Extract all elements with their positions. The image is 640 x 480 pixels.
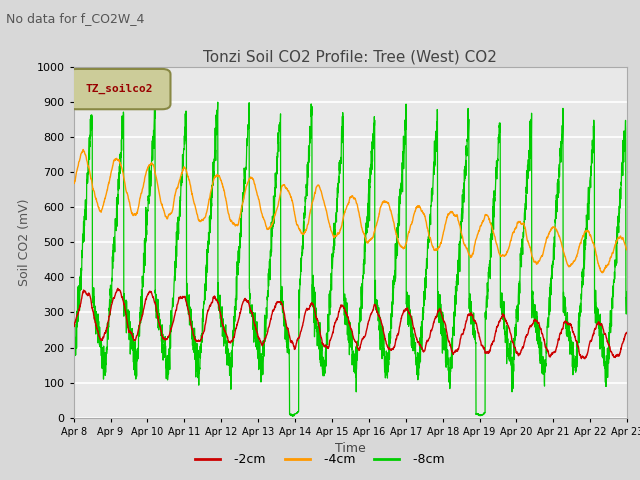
-4cm (553, 228, 561, 233)
-2cm (166, 330, 173, 336)
-4cm (282, 186, 290, 192)
Line: -4cm: -4cm (74, 150, 627, 273)
-2cm (581, 356, 589, 361)
Legend:  -2cm,  -4cm,  -8cm: -2cm, -4cm, -8cm (191, 448, 449, 471)
X-axis label: Time: Time (335, 442, 366, 455)
-2cm (613, 353, 621, 359)
-8cm (166, 367, 173, 372)
-8cm (553, 209, 561, 215)
-8cm (307, 137, 314, 143)
-4cm (166, 212, 173, 217)
-8cm (282, 321, 290, 327)
-4cm (613, 238, 621, 244)
Title: Tonzi Soil CO2 Profile: Tree (West) CO2: Tonzi Soil CO2 Profile: Tree (West) CO2 (204, 49, 497, 65)
-8cm (151, 98, 159, 104)
-2cm (70, 324, 77, 329)
-4cm (306, 210, 314, 216)
-2cm (623, 329, 631, 335)
-2cm (133, 333, 141, 338)
-2cm (282, 321, 290, 327)
-8cm (70, 371, 77, 377)
-4cm (598, 270, 606, 276)
Line: -8cm: -8cm (74, 101, 627, 416)
-4cm (70, 180, 77, 186)
-2cm (553, 344, 561, 349)
-8cm (133, 372, 141, 378)
-8cm (623, 288, 631, 294)
Y-axis label: Soil CO2 (mV): Soil CO2 (mV) (18, 199, 31, 286)
-8cm (613, 261, 621, 266)
-8cm (289, 413, 296, 419)
-4cm (79, 147, 87, 153)
-4cm (623, 247, 631, 253)
FancyBboxPatch shape (68, 69, 170, 109)
Text: TZ_soilco2: TZ_soilco2 (85, 84, 153, 94)
Text: No data for f_CO2W_4: No data for f_CO2W_4 (6, 12, 145, 25)
Line: -2cm: -2cm (74, 288, 627, 359)
-4cm (133, 209, 141, 215)
-2cm (306, 303, 314, 309)
-2cm (114, 286, 122, 291)
